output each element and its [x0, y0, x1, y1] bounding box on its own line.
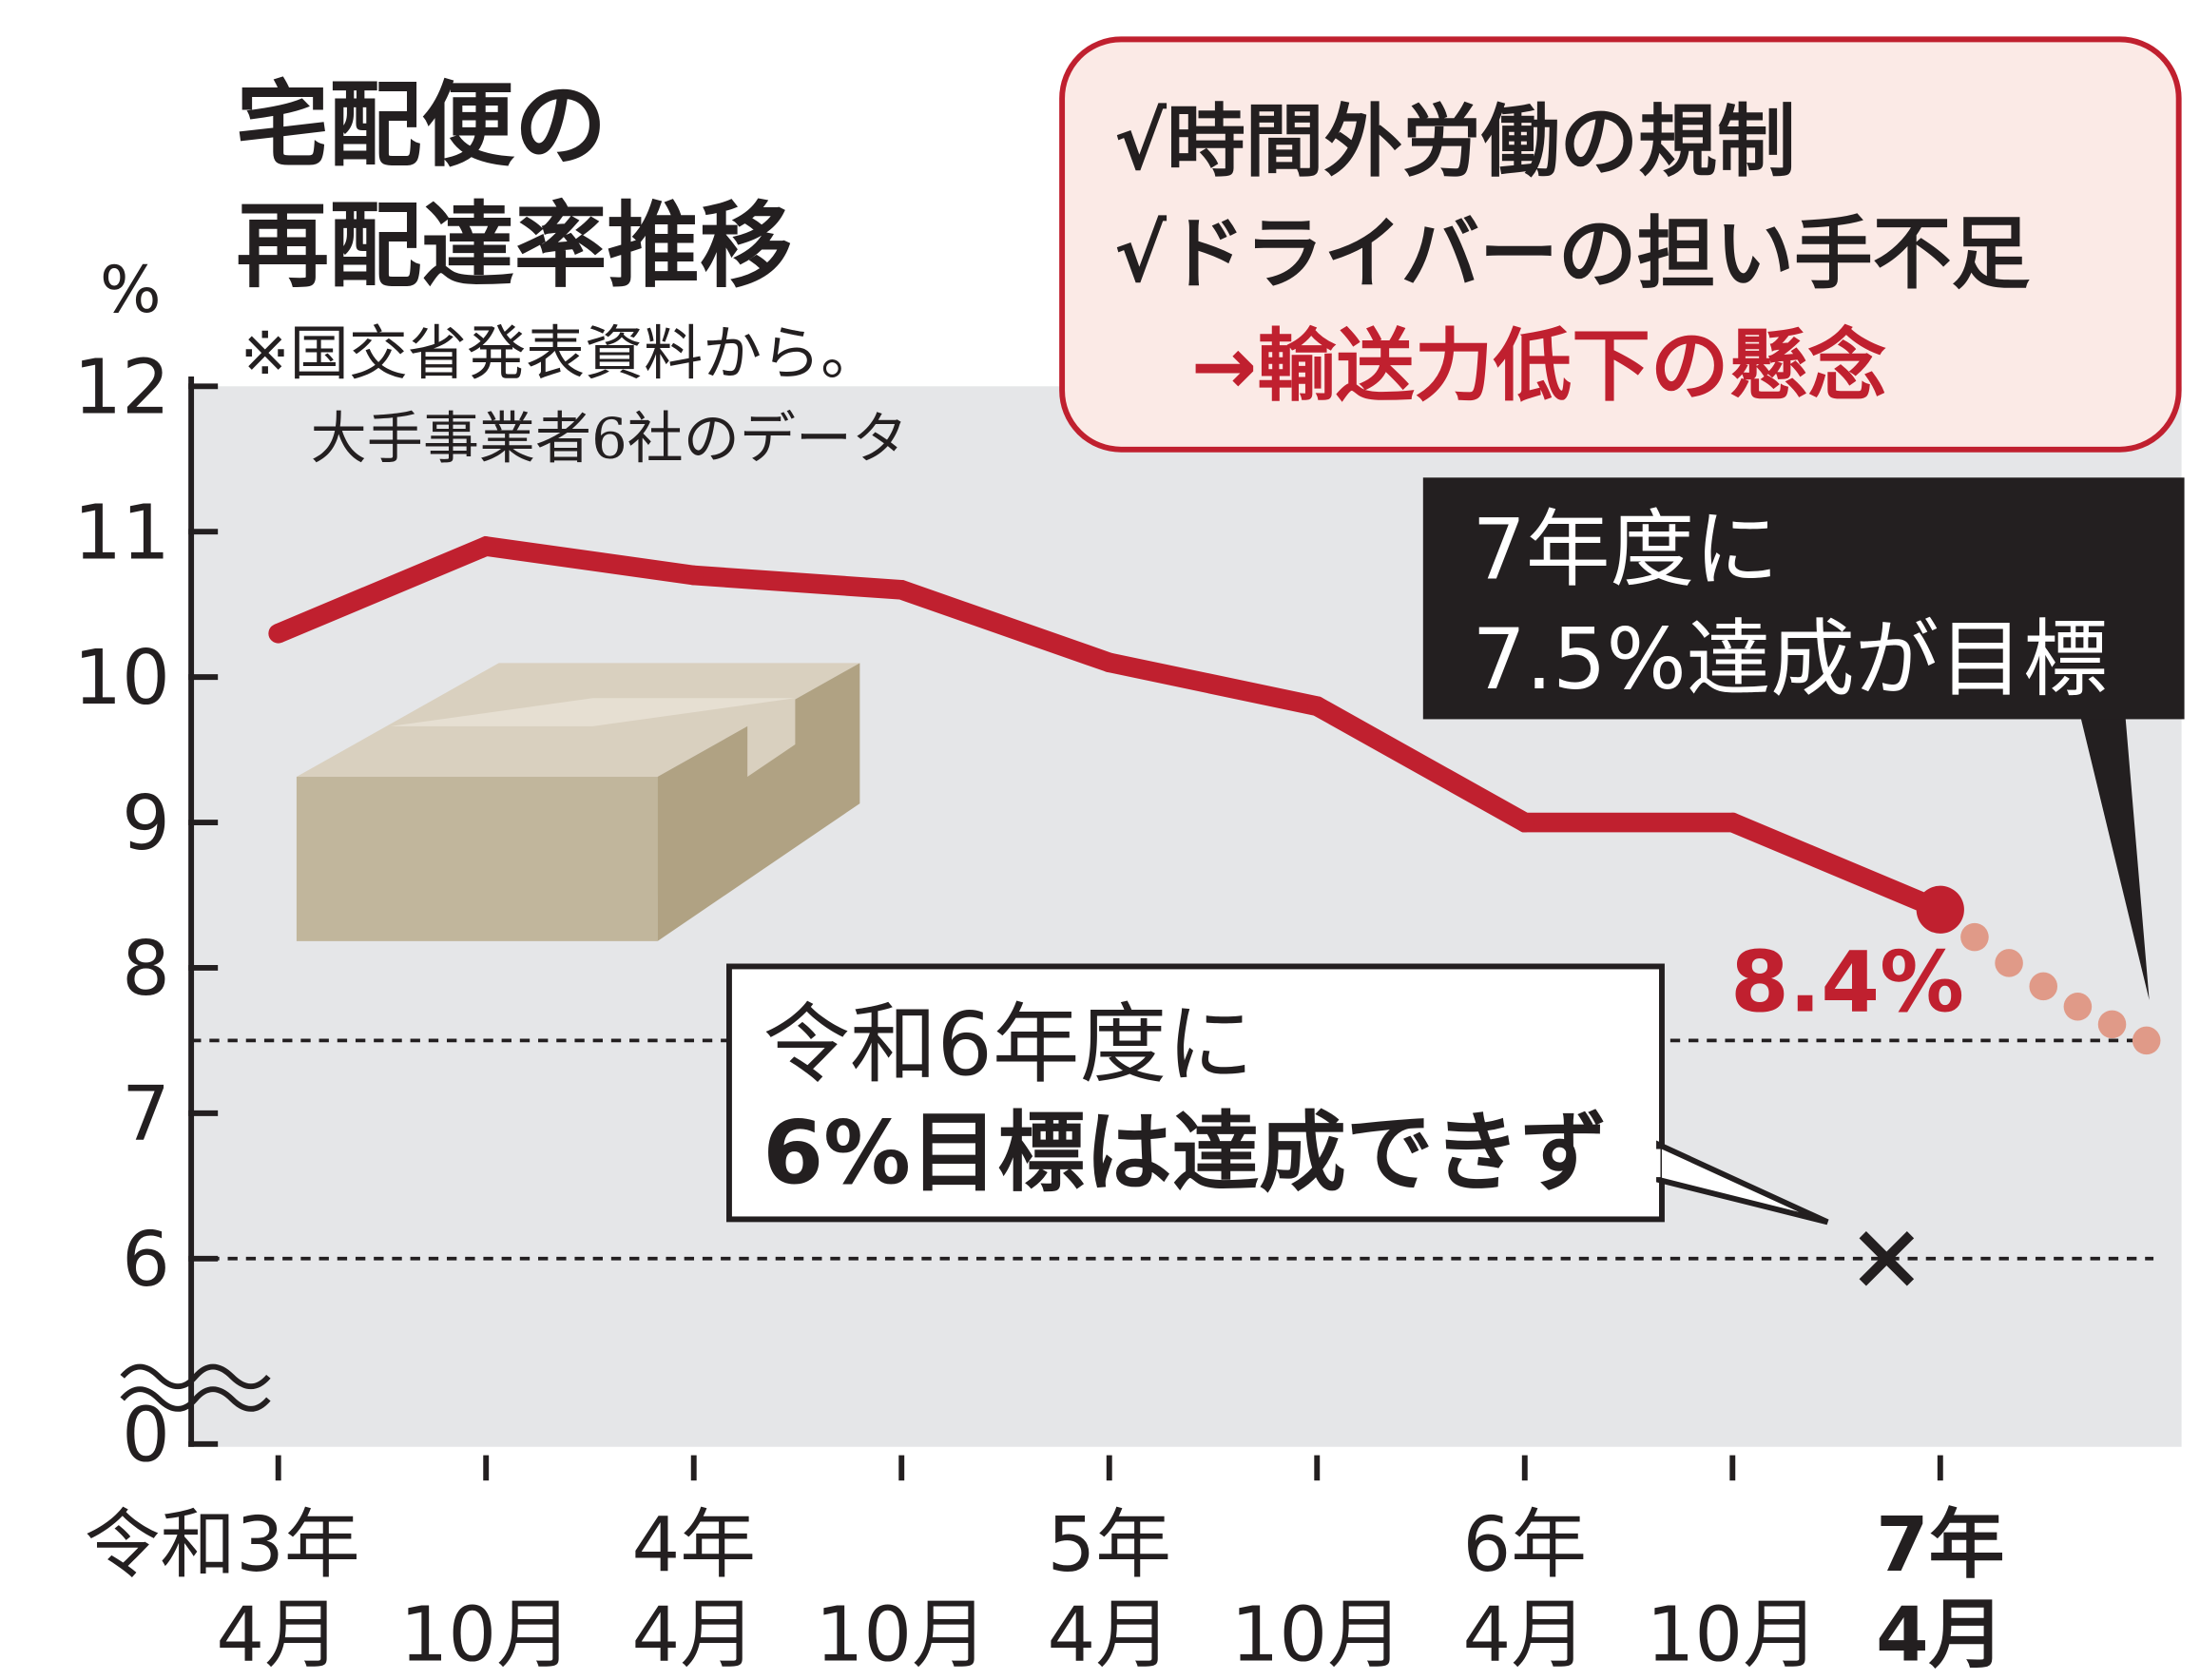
- missed-target-x-icon: [1859, 1230, 1915, 1286]
- y-tick-label: 7: [122, 1070, 170, 1158]
- x-tick-label: 4月: [1876, 1590, 2004, 1678]
- data-point: [268, 623, 289, 644]
- y-tick-label: 10: [73, 633, 169, 722]
- x-tick-label: 4月: [1463, 1590, 1588, 1678]
- data-point: [1722, 812, 1743, 833]
- x-tick-label: 4月: [631, 1590, 756, 1678]
- x-tick-label: 10月: [1647, 1590, 1819, 1678]
- projection-dot: [2132, 1026, 2161, 1055]
- y-tick-label: 8: [122, 924, 170, 1013]
- callout-line-3: →輸送力低下の懸念: [1191, 320, 1886, 413]
- data-point: [1099, 652, 1120, 673]
- last-value-label: 8.4%: [1730, 934, 1964, 1032]
- y-tick-label: 9: [122, 779, 170, 867]
- missed-line-1: 令和6年度に: [762, 994, 1253, 1095]
- x-tick-label: 5年: [1047, 1500, 1171, 1589]
- data-point: [1515, 812, 1535, 833]
- data-point: [475, 536, 496, 556]
- axis-break-icon: [120, 1363, 271, 1390]
- data-point: [1916, 885, 1964, 934]
- y-unit-label: %: [100, 253, 162, 328]
- missed-target-annotation: 令和6年度に 6%目標は達成できず: [726, 963, 1829, 1226]
- callout-line-2: √ドライバーの担い手不足: [1114, 207, 2031, 299]
- target-line-2: 7.5%達成が目標: [1473, 610, 2108, 708]
- data-point: [1306, 696, 1327, 717]
- x-tick-label: 令和3年: [85, 1500, 360, 1589]
- data-note: 大手事業者6社のデータ: [311, 406, 908, 472]
- y-tick-label: 12: [73, 342, 169, 431]
- x-tick-label: 6年: [1463, 1500, 1588, 1589]
- axis-break-icon: [120, 1386, 271, 1412]
- target-line-1: 7年度に: [1473, 501, 1779, 599]
- data-point: [684, 565, 704, 586]
- callout-line-1: √時間外労働の規制: [1114, 95, 1796, 187]
- x-tick-label: 4年: [631, 1500, 756, 1589]
- target-annotation: 7年度に 7.5%達成が目標: [1422, 477, 2185, 1000]
- projection-dot: [2097, 1010, 2127, 1039]
- missed-line-2: 6%目標は達成できず: [762, 1102, 1607, 1204]
- x-tick-label: 10月: [1231, 1590, 1403, 1678]
- title-line-1: 宅配便の: [236, 70, 607, 179]
- x-tick-label: 4月: [1047, 1590, 1171, 1678]
- projection-dot: [1995, 949, 2023, 977]
- data-point: [891, 580, 912, 600]
- projection-dot: [2063, 992, 2093, 1021]
- carton-box-illustration: [296, 663, 860, 941]
- callout-box: √時間外労働の規制 √ドライバーの担い手不足 →輸送力低下の懸念: [1059, 36, 2182, 453]
- projection-dot: [1960, 922, 1989, 952]
- y-tick-label: 6: [122, 1215, 170, 1303]
- title-line-2: 再配達率推移: [236, 192, 792, 300]
- x-tick-label: 10月: [400, 1590, 572, 1678]
- x-tick-label: 7年: [1876, 1500, 2004, 1589]
- projection-dot: [2029, 972, 2058, 1001]
- x-tick-label: 10月: [816, 1590, 988, 1678]
- source-note: ※国交省発表資料から。: [241, 319, 879, 388]
- x-tick-label: 4月: [216, 1590, 340, 1678]
- y-tick-label: 11: [73, 488, 169, 576]
